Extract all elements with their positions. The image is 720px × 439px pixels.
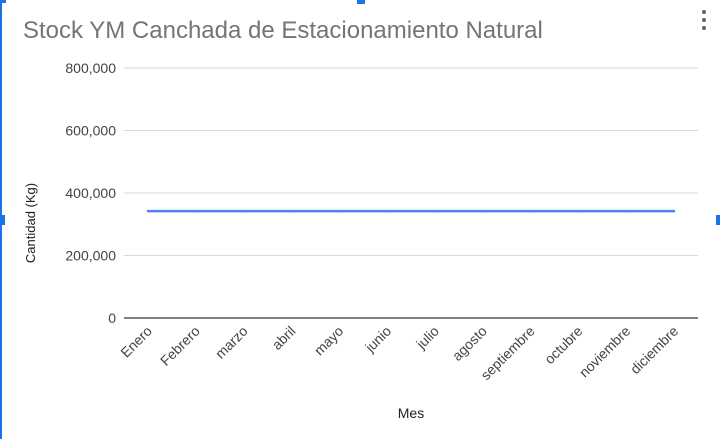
resize-handle-top[interactable] — [357, 0, 365, 4]
x-tick-label: agosto — [449, 323, 490, 364]
x-tick-label: abril — [269, 323, 299, 353]
resize-handle-right[interactable] — [716, 215, 720, 225]
data-point[interactable] — [385, 209, 389, 213]
data-point[interactable] — [194, 209, 197, 213]
menu-dot — [702, 26, 706, 30]
x-axis-ticks: Enero Febrero marzo abril mayo junio julio agos… — [117, 323, 681, 383]
chart-title: Stock YM Canchada de Estacionamiento Nat… — [23, 17, 543, 44]
data-point[interactable] — [146, 209, 150, 213]
y-axis-title: Cantidad (Kg) — [23, 183, 38, 263]
x-axis-title: Mes — [398, 405, 424, 421]
data-point[interactable] — [529, 209, 532, 213]
gridlines — [124, 67, 698, 319]
more-vert-icon[interactable] — [694, 6, 714, 34]
resize-handle-left[interactable] — [0, 215, 5, 225]
data-point[interactable] — [625, 209, 628, 213]
x-tick-label: marzo — [212, 323, 251, 362]
x-tick-label: julio — [412, 323, 442, 353]
y-tick-label: 600,000 — [65, 123, 116, 139]
resize-handle-top-left[interactable] — [0, 0, 6, 3]
data-point[interactable] — [577, 209, 580, 213]
x-tick-label: octubre — [541, 323, 585, 367]
data-point[interactable] — [433, 209, 437, 213]
y-tick-label: 400,000 — [65, 185, 116, 201]
x-tick-label: junio — [361, 323, 394, 356]
menu-dot — [702, 18, 706, 22]
y-tick-label: 800,000 — [65, 60, 116, 76]
data-point[interactable] — [338, 209, 341, 213]
data-point[interactable] — [242, 209, 245, 213]
data-point[interactable] — [481, 209, 484, 213]
x-tick-label: Febrero — [157, 323, 203, 369]
y-tick-label: 200,000 — [65, 248, 116, 264]
x-tick-label: Enero — [117, 323, 155, 361]
y-axis-ticks: 0 200,000 400,000 600,000 800,000 — [65, 60, 116, 326]
x-tick-label: mayo — [311, 323, 347, 359]
data-point[interactable] — [672, 209, 676, 213]
x-tick-label: diciembre — [627, 323, 681, 377]
data-point[interactable] — [290, 209, 293, 213]
y-tick-label: 0 — [108, 310, 116, 326]
x-tick-label: noviembre — [576, 323, 634, 381]
series-layer — [146, 209, 676, 213]
menu-dot — [702, 10, 706, 14]
